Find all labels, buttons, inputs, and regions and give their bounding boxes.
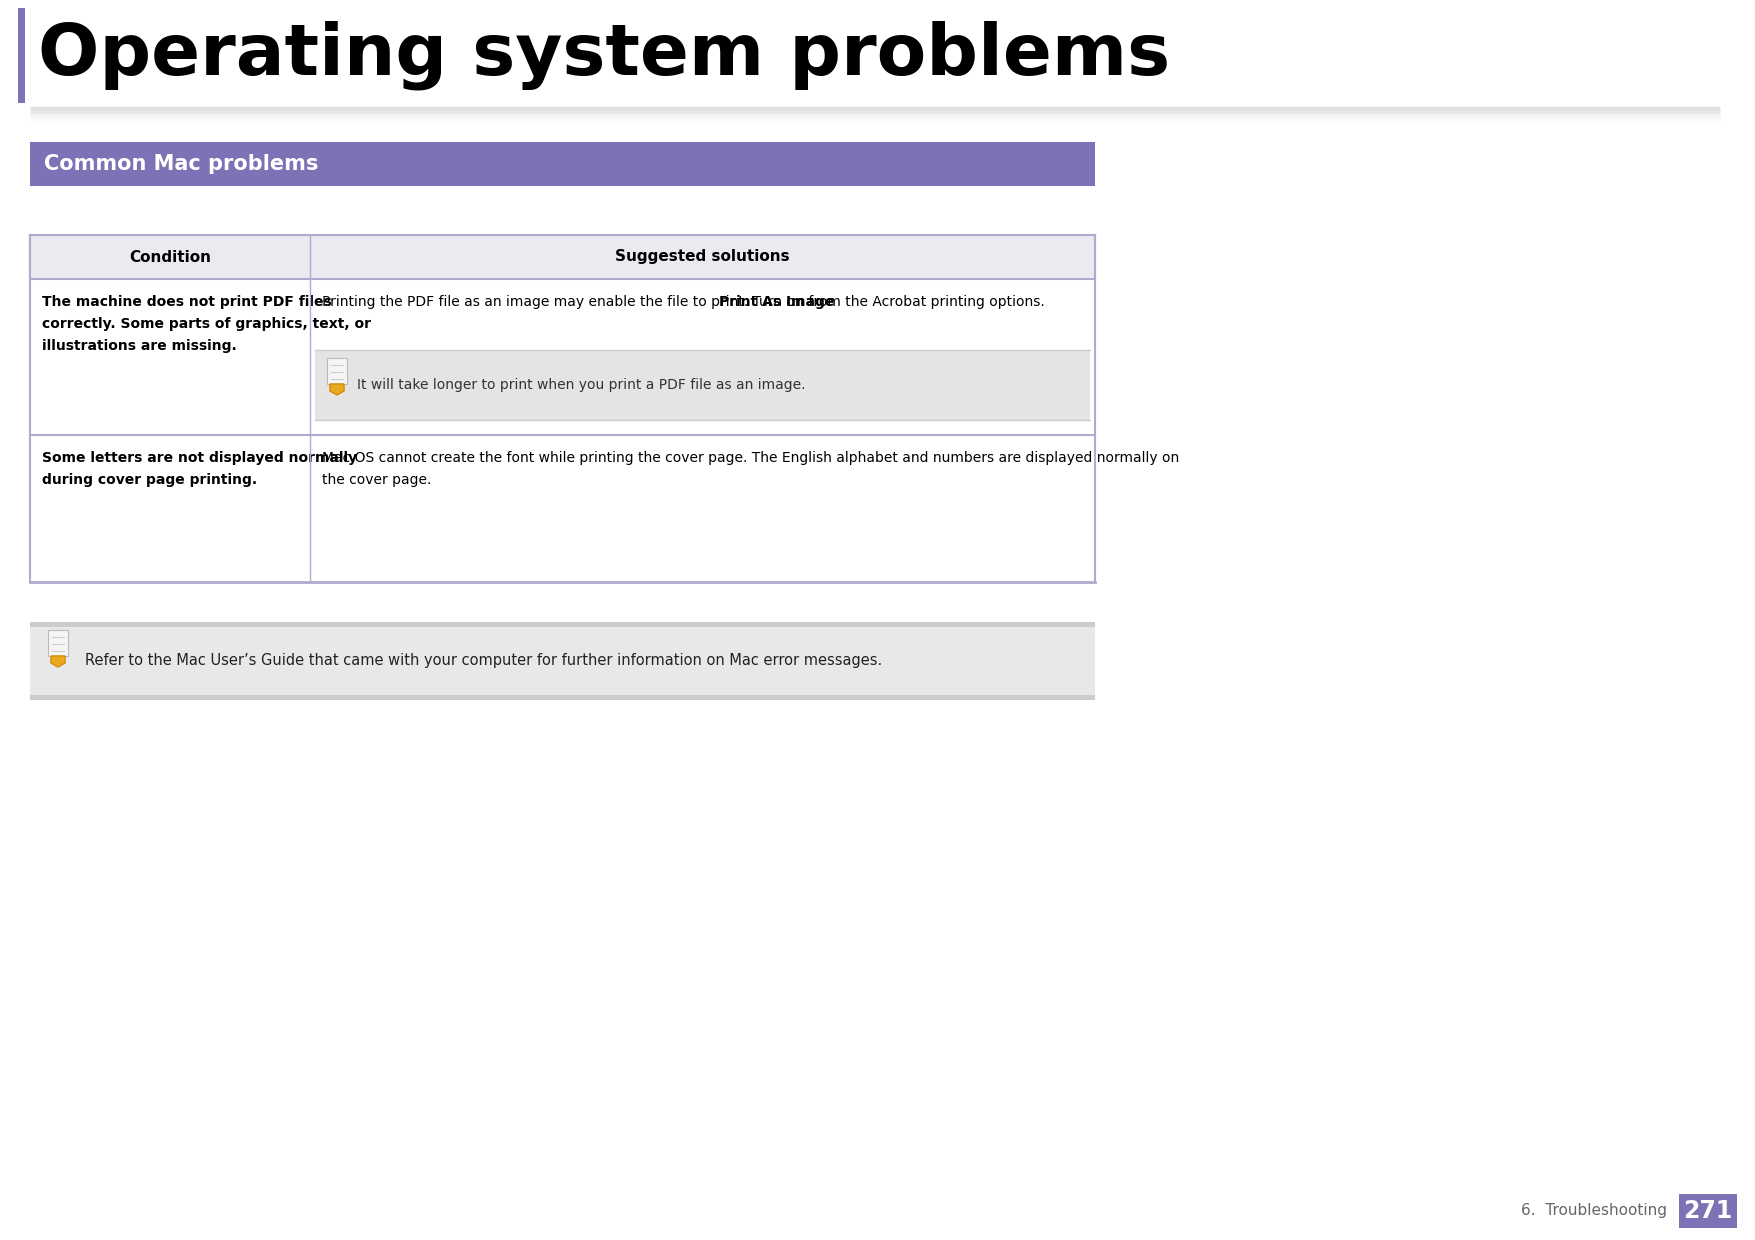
Text: correctly. Some parts of graphics, text, or: correctly. Some parts of graphics, text,… <box>42 317 370 331</box>
Text: Mac OS cannot create the font while printing the cover page. The English alphabe: Mac OS cannot create the font while prin… <box>321 451 1179 465</box>
Text: Common Mac problems: Common Mac problems <box>44 154 318 174</box>
Text: Printing the PDF file as an image may enable the file to print. Turn on: Printing the PDF file as an image may en… <box>321 295 807 309</box>
Bar <box>314 350 1090 420</box>
Text: Print As Image: Print As Image <box>720 295 835 309</box>
Text: during cover page printing.: during cover page printing. <box>42 472 258 487</box>
Text: Some letters are not displayed normally: Some letters are not displayed normally <box>42 451 356 465</box>
Bar <box>326 358 347 384</box>
Text: It will take longer to print when you print a PDF file as an image.: It will take longer to print when you pr… <box>356 378 806 392</box>
Text: 271: 271 <box>1683 1199 1732 1223</box>
Bar <box>47 630 68 656</box>
Text: 6.  Troubleshooting: 6. Troubleshooting <box>1522 1204 1667 1219</box>
Polygon shape <box>330 384 344 396</box>
Text: Refer to the Mac User’s Guide that came with your computer for further informati: Refer to the Mac User’s Guide that came … <box>84 653 883 668</box>
Bar <box>30 622 1095 627</box>
Text: Operating system problems: Operating system problems <box>39 20 1171 89</box>
Bar <box>1680 1194 1737 1228</box>
Text: Condition: Condition <box>130 249 211 264</box>
Bar <box>18 7 25 103</box>
Text: Suggested solutions: Suggested solutions <box>616 249 790 264</box>
Bar <box>30 627 1095 694</box>
Text: the cover page.: the cover page. <box>321 472 432 487</box>
Bar <box>30 694 1095 701</box>
Text: illustrations are missing.: illustrations are missing. <box>42 339 237 353</box>
Bar <box>30 236 1095 279</box>
Text: from the Acrobat printing options.: from the Acrobat printing options. <box>804 295 1044 309</box>
Polygon shape <box>51 656 65 667</box>
Bar <box>30 143 1095 186</box>
Text: The machine does not print PDF files: The machine does not print PDF files <box>42 295 332 309</box>
